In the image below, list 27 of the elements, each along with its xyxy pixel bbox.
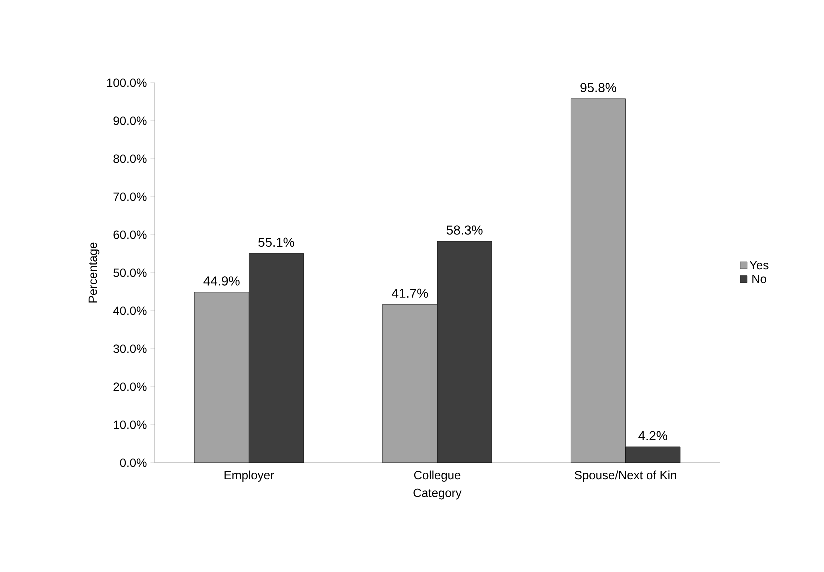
y-tick-label: 60.0%: [114, 230, 147, 240]
y-tick-label: 10.0%: [114, 420, 147, 430]
x-axis-title: Category: [414, 488, 462, 500]
data-label: 44.9%: [204, 276, 240, 286]
legend-label: No: [752, 274, 766, 284]
data-label: 55.1%: [258, 238, 294, 248]
y-tick-label: 0.0%: [120, 458, 147, 468]
x-tick-label: Employer: [224, 470, 274, 482]
y-tick-label: 100.0%: [107, 78, 147, 88]
bar: [437, 241, 492, 463]
y-tick-label: 40.0%: [113, 306, 147, 316]
y-tick-label: 90.0%: [114, 116, 147, 126]
y-tick-label: 70.0%: [114, 192, 147, 202]
data-label: 58.3%: [446, 226, 483, 235]
y-axis-title: Percentage: [88, 242, 100, 303]
y-tick-label: 30.0%: [114, 344, 147, 354]
data-label: 95.8%: [580, 83, 616, 92]
bar: [248, 253, 304, 463]
data-label: 41.7%: [392, 288, 428, 298]
data-label: 4.2%: [638, 431, 668, 440]
bar: [626, 446, 681, 463]
x-tick-label: Spouse/Next of Kin: [575, 470, 676, 482]
x-tick-label: Collegue: [414, 470, 461, 482]
legend-label: Yes: [750, 261, 769, 270]
y-tick-label: 20.0%: [114, 382, 147, 392]
y-tick-label: 80.0%: [114, 154, 147, 164]
y-tick-label: 50.0%: [114, 268, 147, 278]
